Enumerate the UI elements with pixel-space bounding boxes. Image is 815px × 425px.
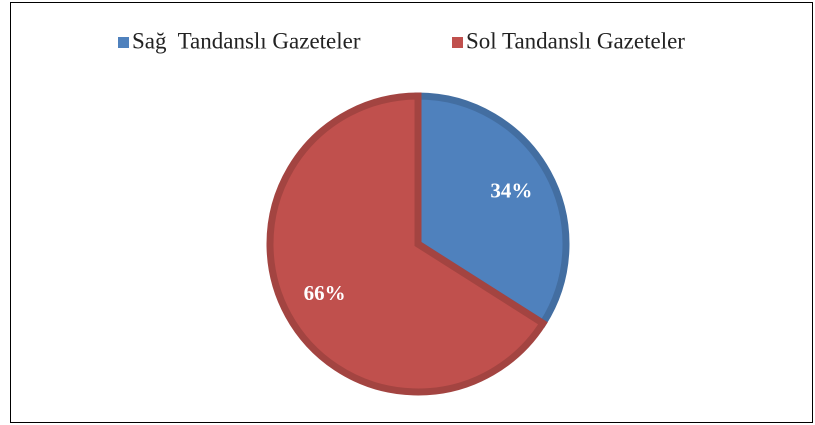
legend-swatch xyxy=(452,37,463,48)
data-label: 34% xyxy=(490,178,532,202)
pie-slice xyxy=(266,92,548,396)
data-label: 66% xyxy=(304,281,346,305)
legend-label: Sağ Tandanslı Gazeteler xyxy=(132,28,361,53)
legend-label: Sol Tandanslı Gazeteler xyxy=(466,28,685,53)
legend-swatch xyxy=(118,37,129,48)
